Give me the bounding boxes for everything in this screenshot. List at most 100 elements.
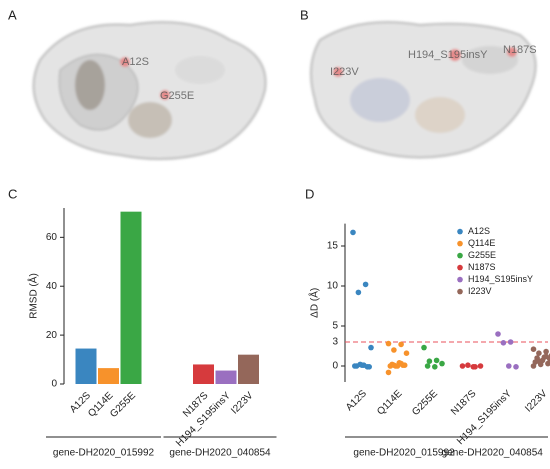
- point: [477, 363, 484, 369]
- y-tick-label: 0: [332, 361, 338, 372]
- legend-label: I223V: [468, 286, 492, 296]
- legend-label: A12S: [468, 226, 490, 236]
- legend-marker: [457, 228, 463, 235]
- legend-label: Q114E: [468, 238, 495, 248]
- group-label: gene-DH2020_015992: [353, 448, 455, 459]
- point: [352, 363, 358, 369]
- panel-label: D: [305, 186, 314, 201]
- x-tick-label: G255E: [108, 390, 138, 420]
- bar: [238, 354, 259, 384]
- y-tick-label: 60: [46, 232, 58, 243]
- group-label: gene-DH2020_040854: [169, 448, 271, 459]
- point: [465, 362, 471, 369]
- point: [439, 360, 445, 367]
- protein-structure-a: [32, 21, 267, 160]
- legend-label: N187S: [468, 262, 496, 272]
- point: [355, 289, 362, 296]
- helix: [462, 46, 518, 74]
- x-tick-label: I223V: [229, 390, 255, 416]
- helix: [350, 78, 410, 122]
- x-tick-label: I223V: [523, 388, 549, 414]
- point: [506, 363, 512, 369]
- annotation: I223V: [330, 66, 359, 78]
- threshold-label: 3: [332, 337, 338, 348]
- x-tick-label: G255E: [410, 388, 440, 418]
- y-axis-label: ΔD (Å): [308, 288, 321, 318]
- legend-marker: [457, 264, 463, 271]
- point: [500, 340, 507, 346]
- group-label: gene-DH2020_015992: [53, 448, 155, 459]
- point: [368, 344, 374, 351]
- point: [536, 350, 542, 357]
- surface: [310, 21, 537, 159]
- mutation-site: [333, 67, 343, 77]
- bar: [193, 364, 214, 384]
- mutation-site: [160, 90, 170, 100]
- y-tick-label: 20: [46, 330, 58, 341]
- legend-marker: [457, 276, 463, 283]
- y-tick-label: 15: [327, 241, 339, 252]
- helix: [128, 102, 172, 138]
- point: [530, 346, 537, 353]
- bar: [98, 368, 119, 384]
- point: [385, 369, 392, 376]
- point: [470, 364, 477, 370]
- y-tick-label: 10: [327, 281, 339, 292]
- group-label: gene-DH2020_040854: [442, 448, 544, 459]
- point: [433, 357, 440, 364]
- point: [543, 348, 549, 355]
- y-tick-label: 0: [51, 379, 57, 390]
- mutation-site: [507, 47, 517, 57]
- point: [421, 344, 427, 351]
- legend-marker: [457, 288, 463, 295]
- legend-label: H194_S195insY: [468, 274, 533, 284]
- helix: [175, 56, 225, 84]
- panel-label: C: [8, 186, 17, 201]
- point: [459, 363, 466, 369]
- protein-structure-b: [310, 21, 537, 159]
- annotation: N187S: [503, 44, 537, 56]
- point: [357, 361, 364, 368]
- point: [530, 363, 537, 369]
- panel-label: B: [300, 7, 309, 22]
- point: [545, 360, 550, 367]
- point: [513, 364, 519, 370]
- point: [385, 340, 392, 347]
- y-tick-label: 5: [332, 321, 338, 332]
- point: [391, 362, 397, 369]
- point: [426, 358, 433, 365]
- x-tick-label: N187S: [449, 388, 479, 418]
- bar: [75, 348, 97, 384]
- point: [432, 364, 438, 370]
- helix: [415, 97, 465, 133]
- panel-label: A: [8, 7, 17, 22]
- annotation: A12S: [122, 56, 149, 68]
- annotation: G255E: [160, 90, 194, 102]
- legend-label: G255E: [468, 250, 496, 260]
- helix: [75, 60, 105, 110]
- x-tick-label: A12S: [344, 388, 369, 413]
- point: [364, 364, 371, 370]
- point: [403, 350, 410, 357]
- bar: [120, 211, 142, 384]
- annotation: H194_S195insY: [408, 49, 488, 61]
- y-tick-label: 40: [46, 281, 58, 292]
- point: [507, 339, 514, 345]
- point: [495, 331, 501, 337]
- x-tick-label: Q114E: [375, 388, 405, 418]
- point: [543, 353, 549, 360]
- legend-marker: [457, 240, 463, 247]
- point: [362, 281, 369, 288]
- point: [350, 229, 356, 236]
- point: [391, 347, 397, 353]
- point: [398, 360, 404, 367]
- bar: [215, 370, 237, 384]
- mutation-site: [120, 57, 130, 67]
- mutation-site: [449, 49, 461, 61]
- legend-marker: [457, 252, 463, 259]
- y-axis-label: RMSD (Å): [27, 273, 40, 319]
- point: [398, 341, 404, 348]
- point: [536, 358, 542, 365]
- point: [424, 363, 431, 369]
